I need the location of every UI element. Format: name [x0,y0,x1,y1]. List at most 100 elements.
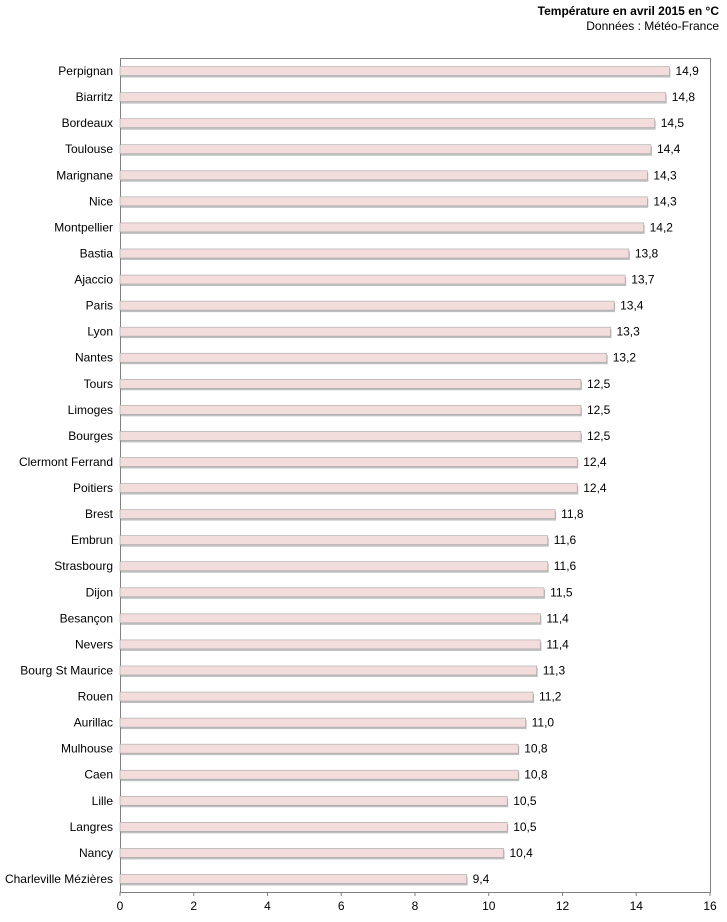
bar [119,326,611,337]
x-tick-label: 14 [630,899,644,913]
value-label: 13,8 [635,246,659,260]
category-label: Perpignan [58,64,113,78]
category-label: Brest [85,507,114,521]
category-label: Lyon [87,325,113,339]
category-label: Bastia [80,246,114,260]
category-label: Bourges [68,429,113,443]
value-label: 14,2 [650,220,674,234]
bar [119,874,467,884]
category-label: Poitiers [73,481,113,495]
category-label: Bourg St Maurice [20,663,113,677]
bar [119,431,582,441]
value-label: 11,6 [554,533,577,547]
x-tick-label: 0 [117,899,124,913]
category-label: Bordeaux [62,116,113,130]
bar [119,848,504,858]
value-label: 12,5 [587,429,611,443]
plot-frame [120,58,711,893]
bar [119,822,508,832]
value-label: 10,8 [524,742,548,756]
category-label: Caen [84,768,113,782]
bar [119,274,626,285]
value-label: 11,8 [561,507,584,521]
value-label: 14,3 [653,194,677,208]
bar [119,352,608,363]
x-tick-label: 2 [190,899,197,913]
category-label: Nice [89,194,113,208]
bar [119,769,519,780]
value-label: 11,3 [543,663,566,677]
bar [119,405,582,415]
bar [119,561,549,572]
x-tick-label: 16 [703,899,717,913]
value-label: 13,2 [613,351,637,365]
category-label: Charleville Mézières [5,872,113,886]
category-label: Marignane [56,168,113,182]
category-label: Montpellier [54,220,113,234]
category-label: Nevers [75,637,113,651]
value-label: 14,8 [672,90,696,104]
chart-title: Température en avril 2015 en °C [537,4,719,18]
bar [119,457,578,467]
value-label: 14,5 [661,116,685,130]
category-label: Paris [86,299,113,313]
x-tick-label: 6 [338,899,345,913]
bar [119,248,630,259]
bar [119,378,582,389]
category-label: Rouen [78,690,113,704]
category-label: Aurillac [74,716,113,730]
bar [119,665,537,676]
value-label: 14,3 [653,168,677,182]
bar [119,170,648,181]
category-label: Lille [92,794,114,808]
bar [119,639,541,650]
category-label: Toulouse [65,142,113,156]
bar [119,587,545,598]
bar [119,535,549,545]
value-label: 11,5 [550,585,573,599]
bar [119,795,508,806]
value-label: 10,5 [513,794,537,808]
category-label: Tours [84,377,113,391]
value-label: 12,4 [583,455,607,469]
value-label: 11,2 [539,690,562,704]
category-label: Biarritz [76,90,113,104]
value-label: 14,4 [657,142,681,156]
category-label: Mulhouse [61,742,113,756]
value-label: 11,4 [546,637,569,651]
value-label: 10,4 [510,846,534,860]
x-tick-label: 10 [482,899,496,913]
chart-subtitle: Données : Météo-France [586,19,719,33]
value-label: 10,5 [513,820,537,834]
x-tick-label: 8 [412,899,419,913]
bar [119,222,644,233]
value-label: 13,4 [620,299,644,313]
category-label: Besançon [60,611,113,625]
value-label: 13,7 [631,273,655,287]
category-label: Strasbourg [54,559,113,573]
value-label: 11,6 [554,559,577,573]
value-label: 14,9 [675,64,699,78]
category-label: Clermont Ferrand [19,455,113,469]
bar [119,509,556,519]
category-label: Nancy [79,846,113,860]
bar [119,144,652,155]
value-label: 11,4 [546,611,569,625]
bar [119,300,615,311]
value-label: 10,8 [524,768,548,782]
bar [119,743,519,754]
category-label: Limoges [68,403,113,417]
value-label: 9,4 [473,872,490,886]
bar [119,196,648,207]
value-label: 12,5 [587,377,611,391]
x-tick-label: 12 [556,899,570,913]
bar [119,483,578,493]
bar [119,613,541,624]
category-label: Ajaccio [74,273,113,287]
value-label: 13,3 [616,325,640,339]
bar [119,691,534,702]
value-label: 11,0 [532,716,555,730]
category-label: Nantes [75,351,113,365]
category-label: Langres [70,820,113,834]
